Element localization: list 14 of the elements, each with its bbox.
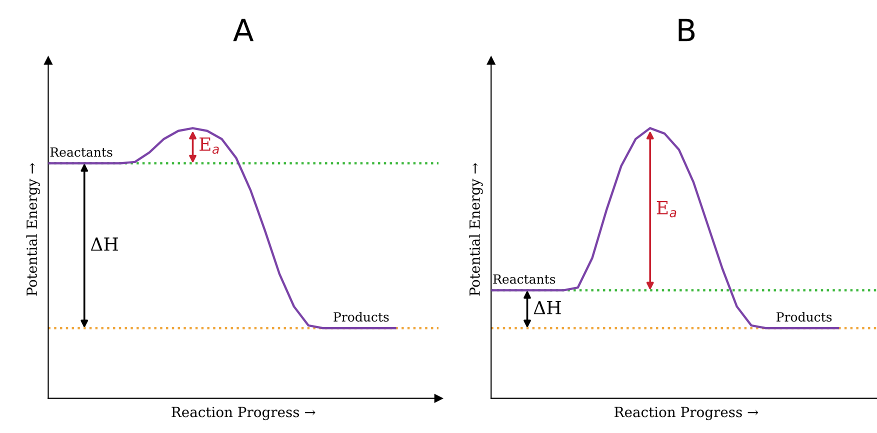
annotation: Products — [334, 312, 389, 322]
annotation: Reactants — [50, 148, 112, 157]
annotation: ΔH — [90, 238, 118, 251]
annotation: Products — [776, 312, 832, 322]
annotation: E$_{a}$ — [200, 138, 219, 154]
chart-title: B — [678, 18, 695, 42]
y-axis-title: Potential Energy → — [469, 163, 483, 296]
annotation: Reactants — [493, 274, 556, 284]
annotation: E$_{a}$ — [656, 201, 676, 218]
x-axis-title: Reaction Progress → — [614, 406, 758, 420]
chart-title: A — [233, 18, 254, 42]
annotation: ΔH — [534, 301, 561, 314]
x-axis-title: Reaction Progress → — [172, 406, 316, 420]
y-axis-title: Potential Energy → — [26, 163, 40, 296]
